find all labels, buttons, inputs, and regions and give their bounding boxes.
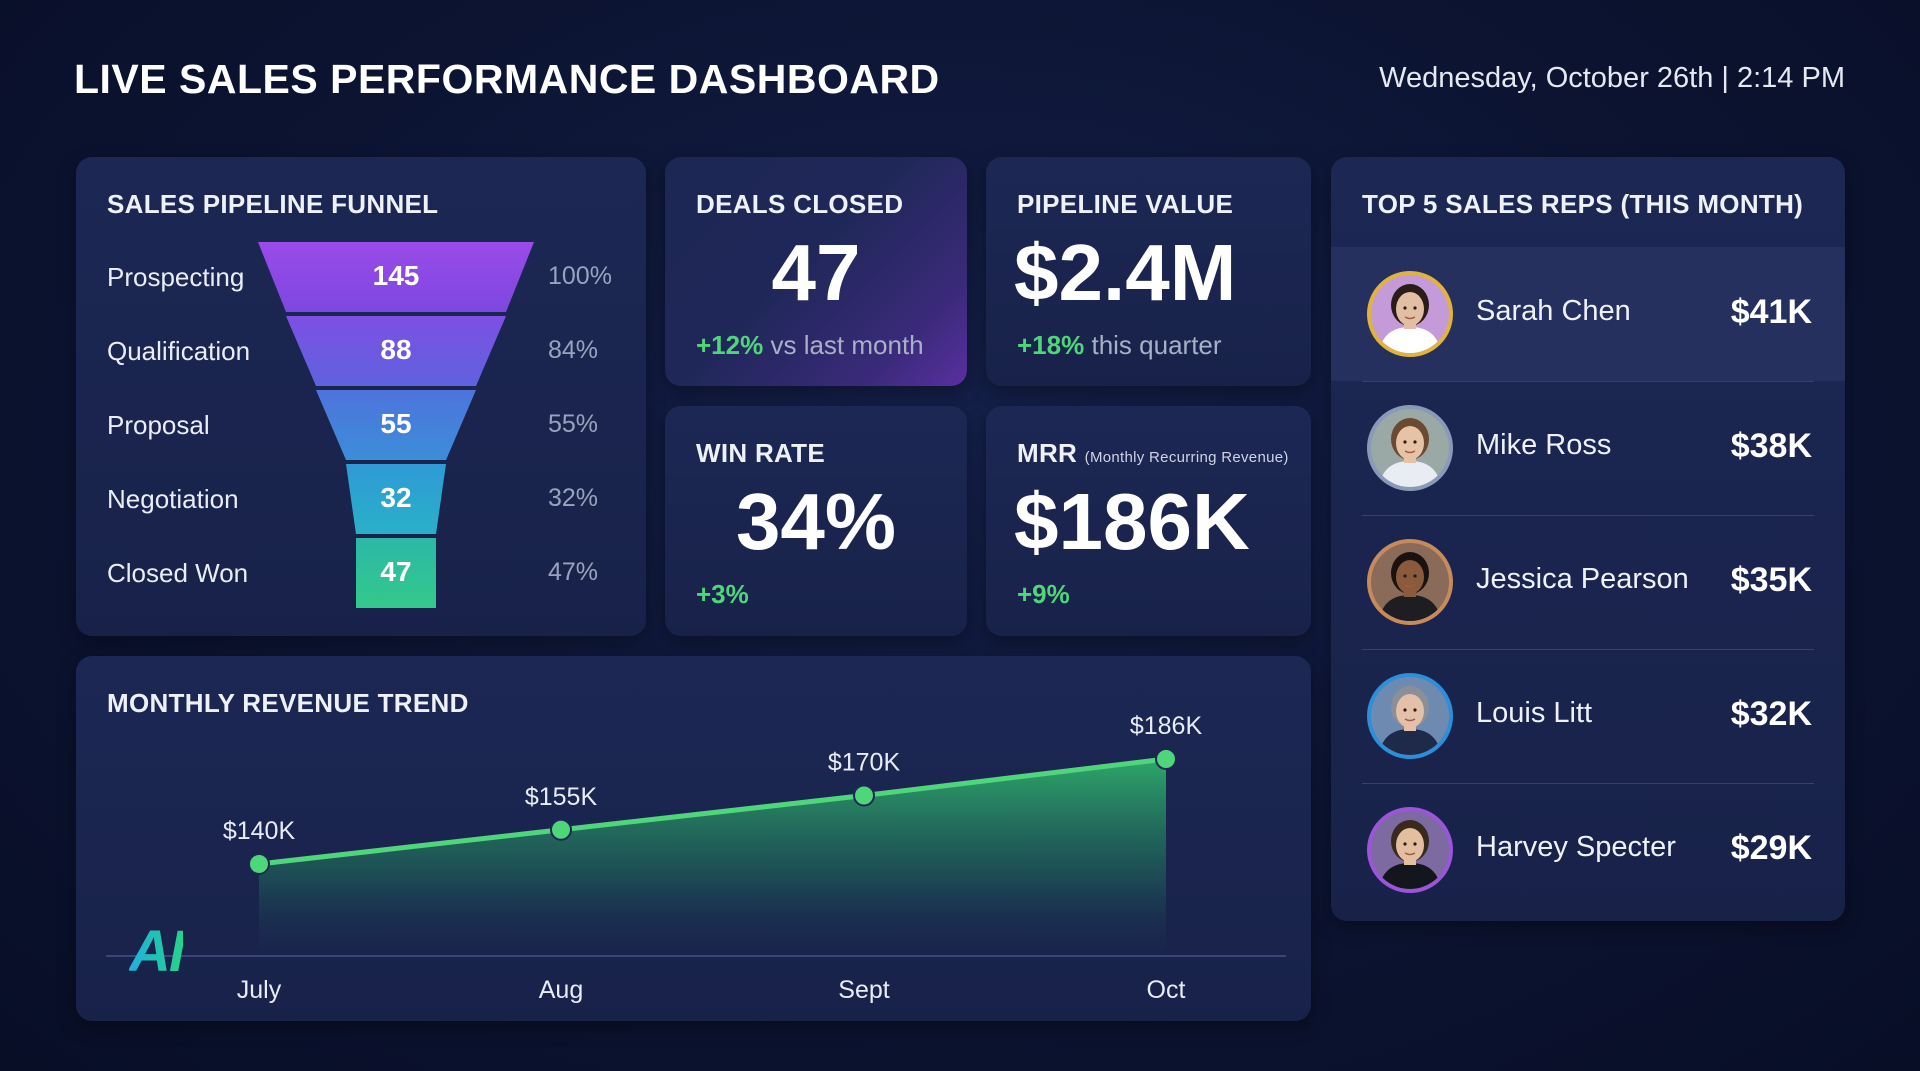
funnel-stage-value: 88 (380, 334, 412, 365)
avatar-portrait-icon (1379, 552, 1441, 621)
revenue-data-label: $155K (525, 783, 598, 811)
pipeline-value-delta: +18% (1017, 330, 1085, 360)
funnel-stage-prospecting (258, 242, 534, 312)
revenue-point[interactable] (550, 818, 572, 841)
revenue-point[interactable] (1155, 748, 1177, 770)
funnel-title: SALES PIPELINE FUNNEL (107, 189, 439, 219)
avatar-portrait-icon (1379, 686, 1441, 755)
rep-row[interactable]: Harvey Specter $29K (1331, 783, 1845, 917)
revenue-trend-chart: $140K July $155K Aug $170K Sept $186K Oct (106, 712, 1286, 1004)
deals-closed-change: +12% vs last month (696, 330, 924, 361)
win-rate-card: WIN RATE 34% +3% (665, 406, 967, 636)
rep-divider (1362, 783, 1814, 784)
deals-closed-delta: +12% (696, 330, 764, 360)
funnel-stage-value: 145 (372, 260, 420, 291)
funnel-stage-label: Qualification (107, 336, 251, 366)
win-rate-delta: +3% (696, 579, 749, 609)
funnel-stage-label: Proposal (107, 410, 210, 440)
avatar (1367, 271, 1453, 357)
x-tick-label: Aug (539, 976, 583, 1004)
revenue-area-fill (259, 759, 1166, 956)
funnel-stage-proposal (316, 390, 476, 460)
funnel-stage-value: 32 (380, 482, 412, 513)
funnel-stage-negotiation (346, 464, 446, 534)
rep-row[interactable]: Louis Litt $32K (1331, 649, 1845, 783)
rep-row[interactable]: Jessica Pearson $35K (1331, 515, 1845, 649)
funnel-stage-percent: 55% (548, 410, 599, 438)
deals-closed-value: 47 (771, 228, 861, 317)
mrr-card: MRR (Monthly Recurring Revenue) $186K +9… (986, 406, 1311, 636)
funnel-stage-percent: 100% (548, 262, 612, 290)
revenue-point[interactable] (248, 853, 270, 875)
win-rate-title: WIN RATE (696, 438, 826, 468)
funnel-chart (258, 242, 534, 608)
deals-closed-card: DEALS CLOSED 47 +12% vs last month (665, 157, 967, 386)
avatar (1367, 673, 1453, 759)
rep-divider (1362, 381, 1814, 382)
mrr-subtitle: (Monthly Recurring Revenue) (1084, 449, 1289, 466)
revenue-data-label: $186K (1130, 712, 1203, 740)
avatar-portrait-icon (1379, 284, 1441, 353)
deals-closed-note: vs last month (770, 330, 924, 360)
top-sales-reps-card: TOP 5 SALES REPS (THIS MONTH) Sarah Chen… (1331, 157, 1845, 921)
revenue-line (256, 756, 1169, 867)
rep-sales-value: $29K (1730, 829, 1812, 867)
x-tick-label: Oct (1147, 976, 1186, 1004)
monthly-revenue-trend-card: MONTHLY REVENUE TREND $140K July $155K Aug $… (76, 656, 1311, 1021)
ai-logo: AI (129, 919, 185, 984)
funnel-stage-closed-won (356, 538, 436, 608)
avatar (1367, 405, 1453, 491)
deals-closed-title: DEALS CLOSED (696, 189, 904, 219)
revenue-data-label: $170K (828, 749, 901, 777)
rep-divider (1362, 649, 1814, 650)
revenue-data-label: $140K (223, 817, 296, 845)
avatar-portrait-icon (1379, 820, 1441, 889)
page-title: LIVE SALES PERFORMANCE DASHBOARD (74, 56, 940, 102)
rep-row[interactable]: Sarah Chen $41K (1331, 247, 1845, 381)
funnel-stage-percent: 84% (548, 336, 599, 364)
revenue-point[interactable] (853, 784, 875, 807)
pipeline-value-title: PIPELINE VALUE (1017, 189, 1234, 219)
funnel-stage-percent: 32% (548, 484, 599, 512)
trend-title: MONTHLY REVENUE TREND (107, 688, 469, 718)
funnel-stage-label: Prospecting (107, 262, 245, 292)
pipeline-value-card: PIPELINE VALUE $2.4M +18% this quarter (986, 157, 1311, 386)
avatar (1367, 539, 1453, 625)
avatar-portrait-icon (1379, 418, 1441, 487)
rep-name: Harvey Specter (1476, 831, 1676, 863)
rep-sales-value: $35K (1730, 561, 1812, 599)
funnel-stage-qualification (286, 316, 506, 386)
win-rate-value: 34% (735, 477, 897, 566)
pipeline-value: $2.4M (1014, 228, 1237, 317)
datetime-display: Wednesday, October 26th | 2:14 PM (1379, 62, 1845, 94)
mrr-delta: +9% (1017, 579, 1070, 609)
x-tick-label: July (237, 976, 282, 1004)
rep-sales-value: $38K (1730, 427, 1812, 465)
x-tick-label: Sept (838, 976, 889, 1004)
rep-name: Sarah Chen (1476, 295, 1631, 327)
avatar (1367, 807, 1453, 893)
rep-name: Mike Ross (1476, 429, 1612, 461)
rep-name: Jessica Pearson (1476, 563, 1689, 595)
rep-sales-value: $32K (1730, 695, 1812, 733)
funnel-stage-label: Closed Won (107, 558, 249, 588)
pipeline-value-note: this quarter (1091, 330, 1222, 360)
mrr-value: $186K (1014, 477, 1250, 566)
funnel-stage-label: Negotiation (107, 484, 239, 514)
rep-sales-value: $41K (1730, 293, 1812, 331)
rep-divider (1362, 515, 1814, 516)
mrr-title: MRR (Monthly Recurring Revenue) (1017, 438, 1289, 469)
rep-row[interactable]: Mike Ross $38K (1331, 381, 1845, 515)
mrr-title-text: MRR (1017, 438, 1078, 468)
funnel-stage-value: 55 (380, 408, 412, 439)
rep-name: Louis Litt (1476, 697, 1593, 729)
top-reps-title: TOP 5 SALES REPS (THIS MONTH) (1362, 189, 1804, 219)
funnel-stage-percent: 47% (548, 558, 599, 586)
sales-pipeline-funnel-card: SALES PIPELINE FUNNEL Prospecting 145 100%… (76, 157, 646, 636)
funnel-stage-value: 47 (380, 556, 412, 587)
pipeline-value-change: +18% this quarter (1017, 330, 1222, 361)
